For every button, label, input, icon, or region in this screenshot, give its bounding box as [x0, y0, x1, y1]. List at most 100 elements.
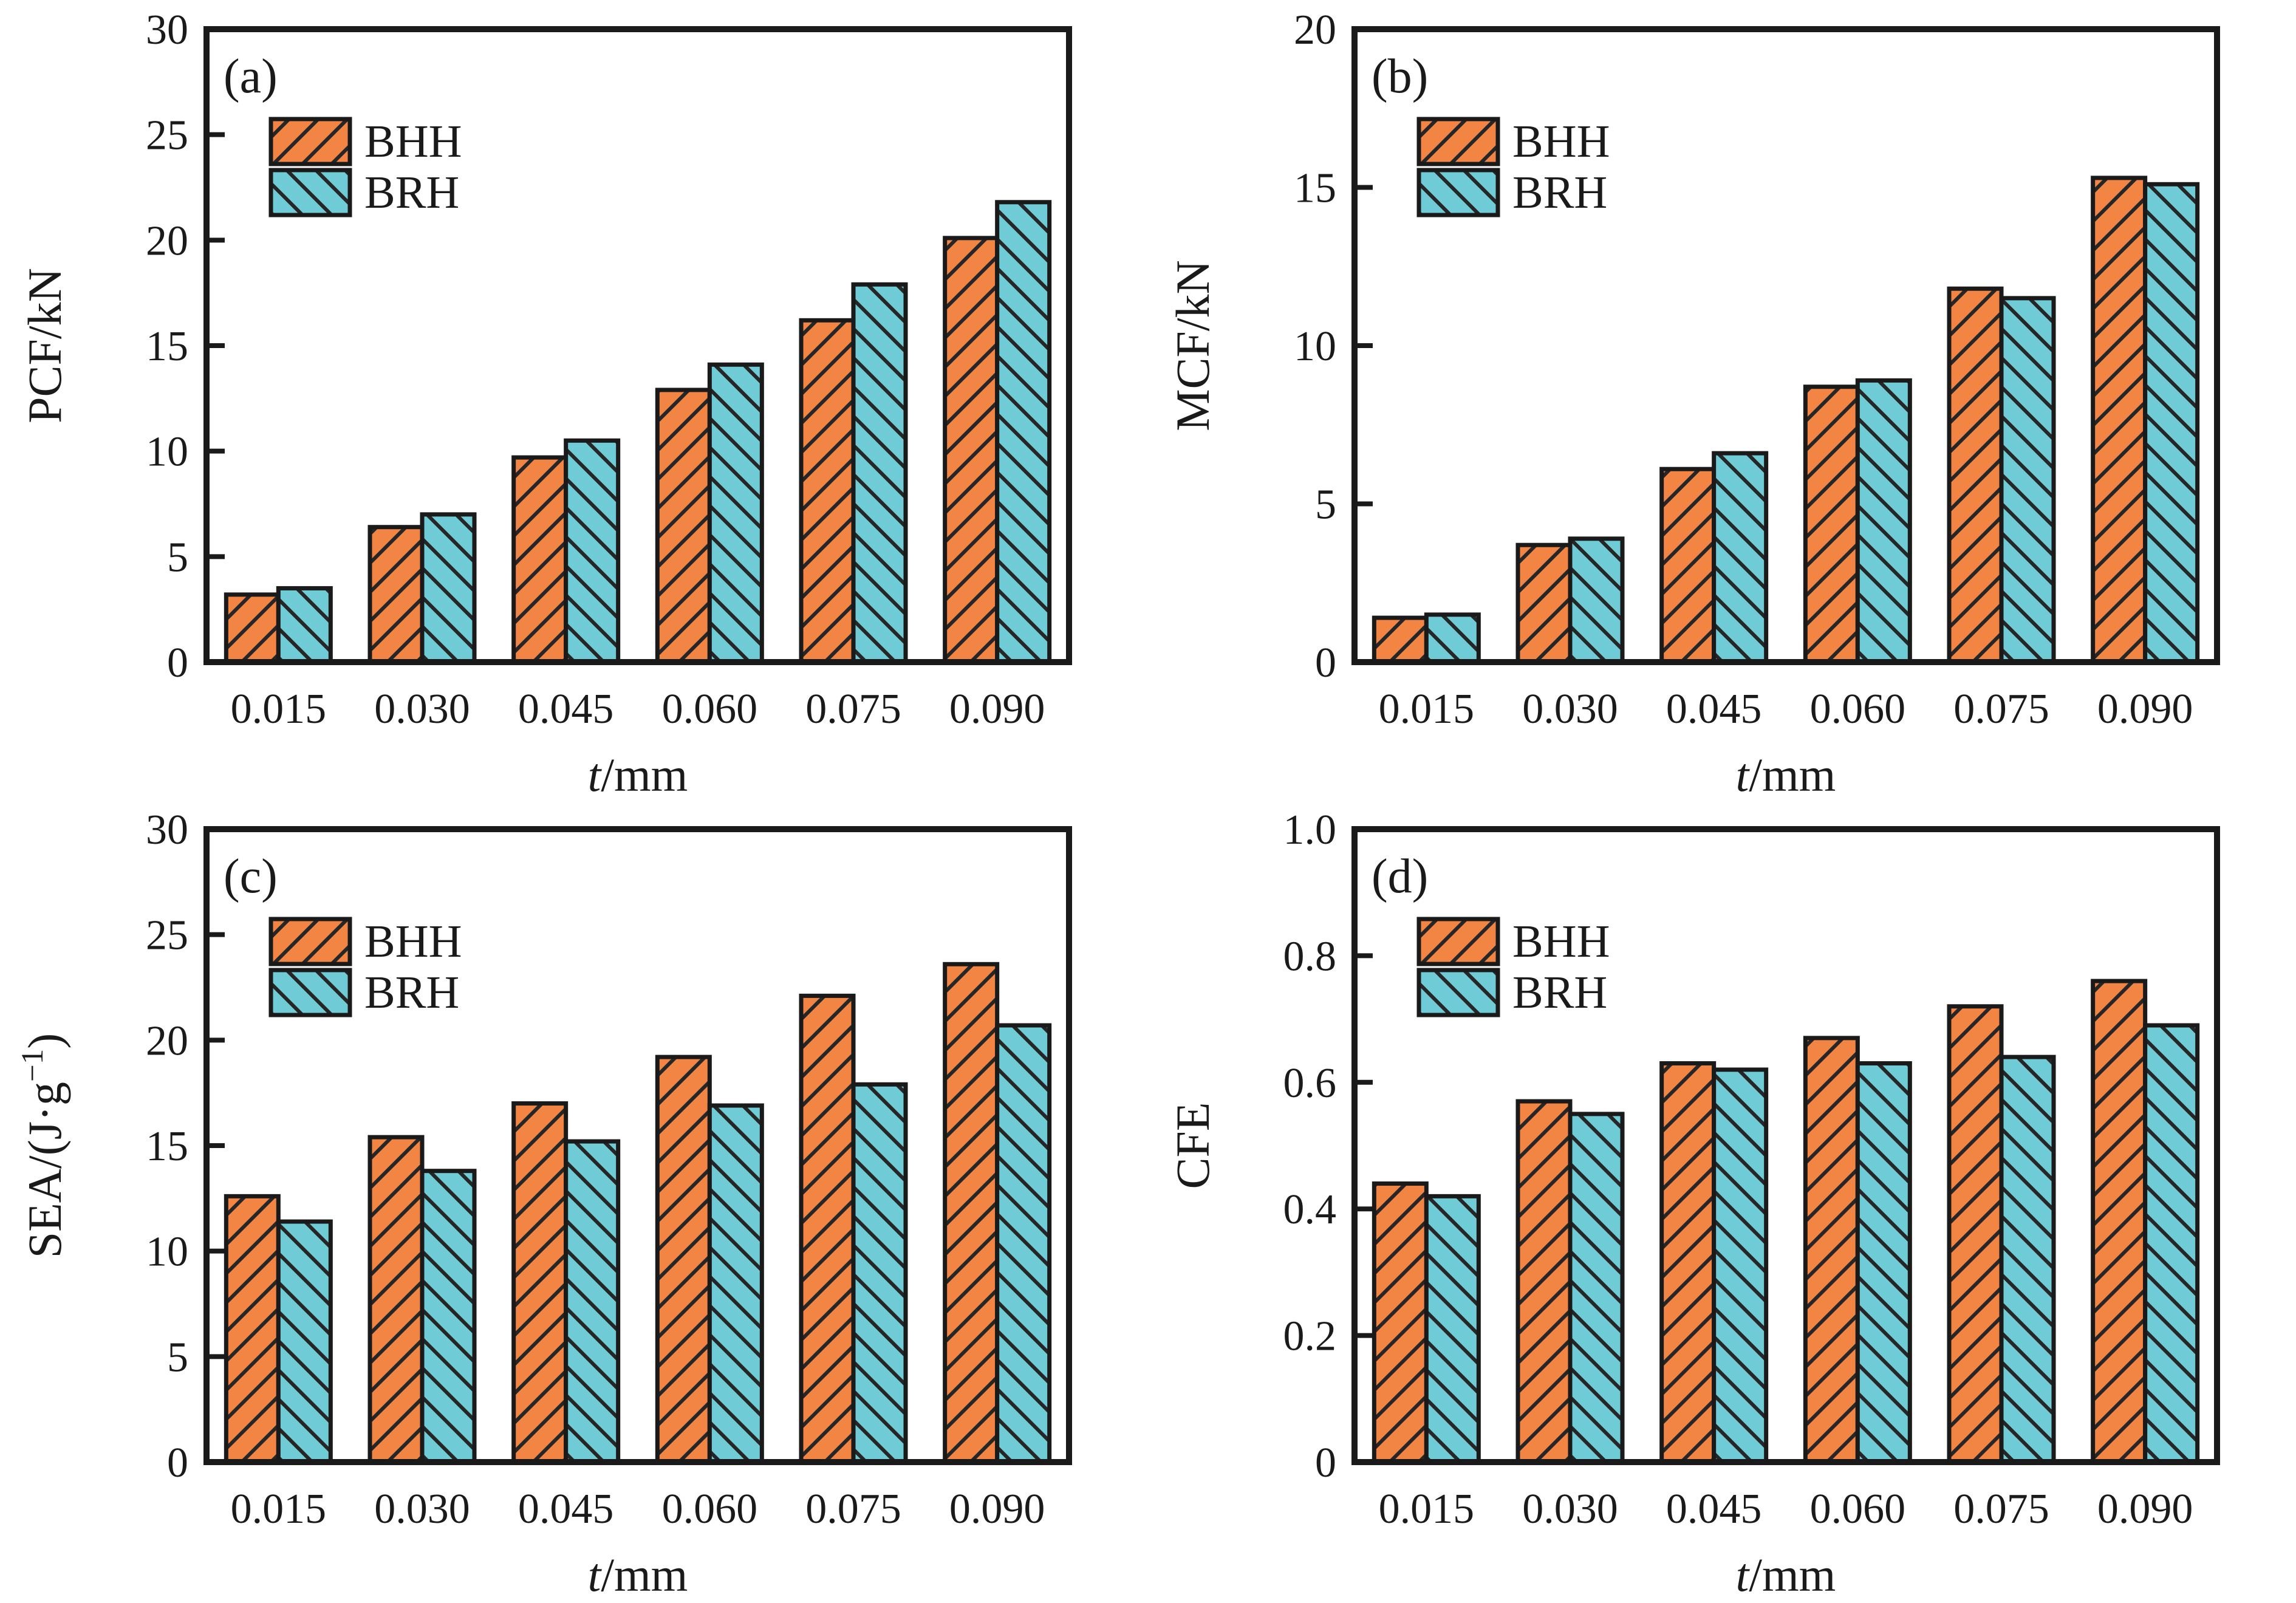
x-tick-label-0.030: 0.030	[1522, 1486, 1618, 1533]
x-tick-label-0.075: 0.075	[1953, 1486, 2049, 1533]
legend-label-brh: BRH	[364, 967, 459, 1018]
y-tick-label-15: 15	[1294, 165, 1336, 212]
x-tick-label-0.090: 0.090	[949, 1486, 1045, 1533]
panel-b-letter: (b)	[1372, 50, 1428, 103]
panel-c-bars	[224, 962, 1052, 1465]
x-tick-label-0.060: 0.060	[1810, 686, 1906, 733]
bar-brh-0.090	[995, 200, 1052, 665]
x-tick-label-0.090: 0.090	[2097, 1486, 2193, 1533]
y-tick-label-5: 5	[167, 534, 188, 581]
panel-d-cell: 0 0.2 0.4 0.6 0.8 1.0 0.015 0.030 0.045 0.060 0.07…	[1148, 800, 2296, 1601]
x-tick-label-0.015: 0.015	[1379, 686, 1475, 733]
x-tick-label-0.075: 0.075	[805, 686, 901, 733]
y-tick-label-10: 10	[146, 1229, 188, 1276]
x-tick-label-0.075: 0.075	[805, 1486, 901, 1533]
bar-bhh-0.090	[943, 236, 1000, 665]
y-tick-label-0: 0	[1315, 640, 1336, 686]
bar-bhh-0.075	[1947, 286, 2004, 665]
x-tick-label-0.030: 0.030	[374, 686, 470, 733]
bar-brh-0.090	[2143, 182, 2200, 665]
y-tick-label-20: 20	[146, 217, 188, 264]
legend-label-bhh: BHH	[364, 116, 462, 167]
legend-label-brh: BRH	[364, 167, 459, 218]
bar-brh-0.045	[1712, 451, 1769, 665]
y-label-superscript: −1	[16, 1049, 50, 1082]
bar-brh-0.075	[851, 282, 908, 665]
panel-d-x-label: t/mm	[1736, 1548, 1836, 1600]
x-tick-label-0.045: 0.045	[1666, 1486, 1762, 1533]
bar-bhh-0.015	[1372, 1181, 1429, 1465]
panel-b-x-axis: 0.015 0.030 0.045 0.060 0.075 0.090	[1379, 686, 2193, 733]
y-tick-label-10: 10	[1294, 323, 1336, 370]
panel-d-y-label: CFE	[1166, 1102, 1219, 1189]
y-tick-label-0.6: 0.6	[1283, 1060, 1337, 1107]
x-label-unit: /mm	[601, 748, 688, 800]
y-tick-label-15: 15	[146, 1123, 188, 1170]
legend-swatch-bhh	[1416, 117, 1500, 166]
panel-b-cell: 0 5 10 15 20 0.015 0.030 0.045 0.060 0.075 0.090 t/…	[1148, 0, 2296, 801]
panel-c-letter: (c)	[224, 850, 278, 903]
bar-bhh-0.030	[367, 1135, 425, 1465]
bar-brh-0.015	[276, 1219, 333, 1465]
bar-bhh-0.015	[224, 592, 281, 665]
x-tick-label-0.060: 0.060	[662, 686, 758, 733]
bar-brh-0.075	[1999, 1054, 2056, 1465]
panel-c-cell: 0 5 10 15 20 25 30 0.015 0.030 0.045 0.060 0.075 0.0…	[0, 800, 1148, 1601]
y-tick-label-0.8: 0.8	[1283, 933, 1337, 980]
x-tick-label-0.015: 0.015	[231, 1486, 327, 1533]
x-tick-label-0.060: 0.060	[1810, 1486, 1906, 1533]
panel-b-chart: 0 5 10 15 20 0.015 0.030 0.045 0.060 0.075 0.090 t/…	[1166, 7, 2220, 801]
x-label-unit: /mm	[1749, 1548, 1836, 1600]
bar-bhh-0.045	[511, 1101, 569, 1465]
legend-swatch-brh	[268, 168, 352, 217]
bar-bhh-0.090	[2091, 979, 2148, 1465]
bar-bhh-0.045	[1659, 1061, 1717, 1465]
x-label-variable: t	[1736, 748, 1751, 800]
panel-c-x-axis: 0.015 0.030 0.045 0.060 0.075 0.090	[231, 1486, 1045, 1533]
panel-d-chart: 0 0.2 0.4 0.6 0.8 1.0 0.015 0.030 0.045 0.060 0.07…	[1166, 807, 2220, 1601]
bar-brh-0.060	[707, 1103, 764, 1465]
legend-swatch-brh	[1416, 168, 1500, 217]
bar-brh-0.030	[1568, 1112, 1625, 1465]
x-label-variable: t	[588, 1548, 603, 1600]
bar-bhh-0.030	[1515, 542, 1573, 665]
y-tick-label-0: 0	[1315, 1440, 1336, 1486]
panel-a-x-axis: 0.015 0.030 0.045 0.060 0.075 0.090	[231, 686, 1045, 733]
x-label-variable: t	[1736, 1548, 1751, 1600]
legend-label-bhh: BHH	[364, 916, 462, 967]
panel-a-letter: (a)	[224, 50, 278, 103]
bar-brh-0.030	[420, 512, 477, 665]
bar-brh-0.030	[1568, 536, 1625, 665]
y-tick-label-20: 20	[146, 1017, 188, 1064]
x-tick-label-0.090: 0.090	[949, 686, 1045, 733]
bar-brh-0.045	[564, 1139, 621, 1465]
y-tick-label-5: 5	[167, 1334, 188, 1381]
y-tick-label-5: 5	[1315, 482, 1336, 528]
x-label-unit: /mm	[601, 1548, 688, 1600]
bar-bhh-0.015	[1372, 615, 1429, 665]
y-tick-label-30: 30	[146, 807, 188, 853]
bar-bhh-0.090	[943, 962, 1000, 1465]
y-tick-label-0: 0	[167, 1440, 188, 1486]
bar-brh-0.075	[851, 1082, 908, 1465]
y-tick-label-0: 0	[167, 640, 188, 686]
legend-label-bhh: BHH	[1512, 116, 1610, 167]
legend-swatch-brh	[268, 968, 352, 1017]
bar-bhh-0.030	[1515, 1099, 1573, 1465]
bar-brh-0.015	[1424, 612, 1481, 665]
panel-b-y-label: MCF/kN	[1166, 260, 1219, 431]
x-label-unit: /mm	[1749, 748, 1836, 800]
y-tick-label-0.4: 0.4	[1283, 1186, 1337, 1233]
bar-bhh-0.060	[655, 388, 712, 665]
bar-bhh-0.060	[1803, 385, 1860, 665]
legend-label-brh: BRH	[1512, 167, 1607, 218]
bar-bhh-0.075	[1947, 1004, 2004, 1465]
bar-brh-0.015	[1424, 1194, 1481, 1465]
bar-brh-0.045	[1712, 1067, 1769, 1465]
panel-b-y-axis: 0 5 10 15 20	[1294, 7, 1373, 686]
